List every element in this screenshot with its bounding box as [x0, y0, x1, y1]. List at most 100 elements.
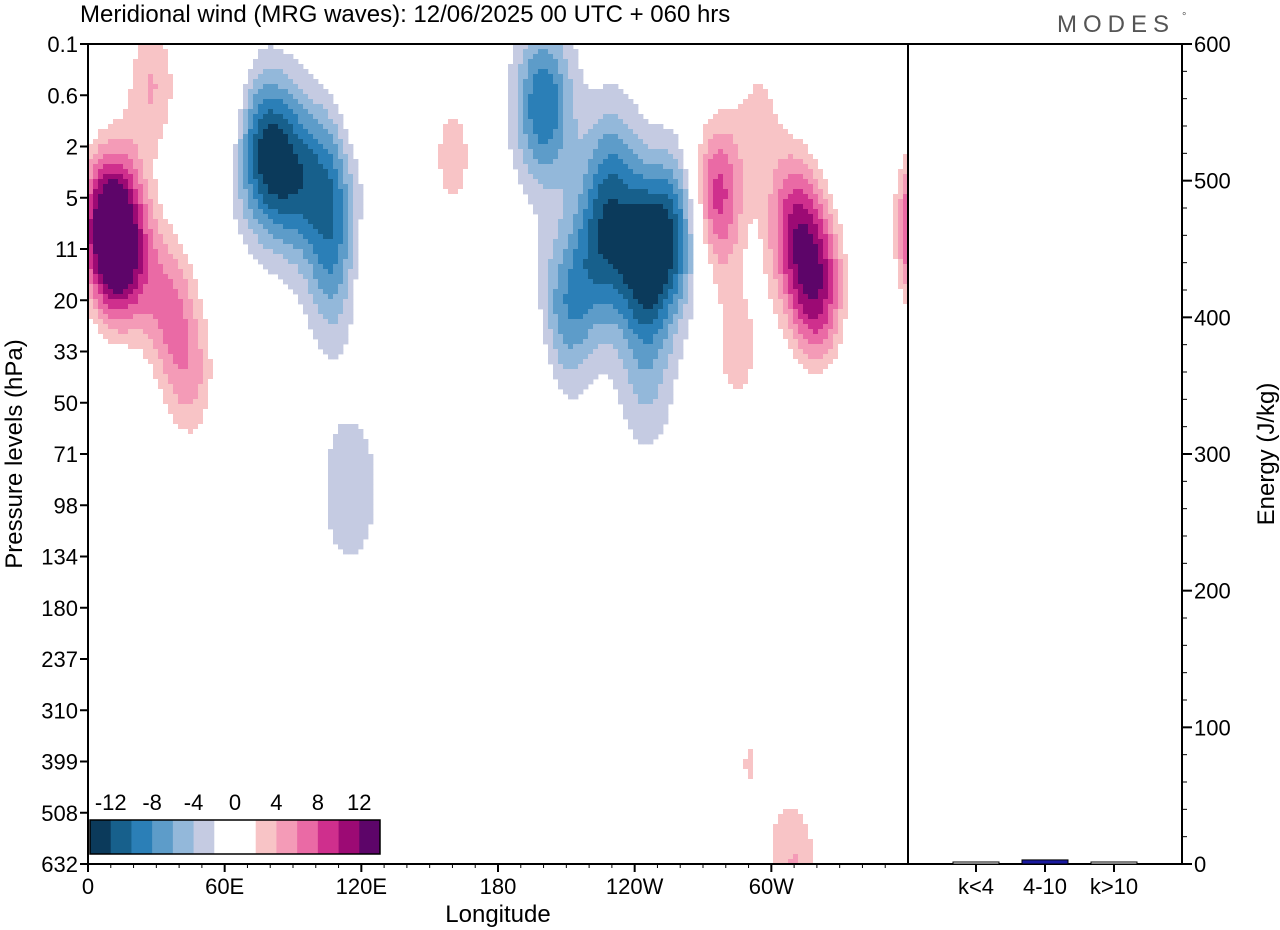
heatmap-cell	[648, 184, 654, 190]
heatmap-cell	[133, 284, 139, 290]
heatmap-cell	[578, 174, 584, 180]
heatmap-cell	[783, 94, 789, 100]
heatmap-cell	[273, 189, 279, 195]
heatmap-cell	[903, 284, 908, 290]
heatmap-cell	[168, 274, 174, 280]
heatmap-cell	[103, 194, 109, 200]
heatmap-cell	[783, 229, 789, 235]
heatmap-cell	[138, 179, 144, 185]
heatmap-cell	[163, 229, 169, 235]
heatmap-cell	[593, 194, 599, 200]
heatmap-cell	[293, 154, 299, 160]
heatmap-cell	[318, 169, 324, 175]
heatmap-cell	[713, 94, 719, 100]
heatmap-cell	[748, 284, 754, 290]
heatmap-cell	[733, 219, 739, 225]
heatmap-cell	[88, 194, 94, 200]
heatmap-cell	[593, 104, 599, 110]
heatmap-cell	[178, 64, 184, 70]
heatmap-cell	[598, 89, 604, 95]
heatmap-cell	[598, 249, 604, 255]
heatmap-cell	[768, 184, 774, 190]
heatmap-cell	[508, 104, 514, 110]
heatmap-cell	[308, 169, 314, 175]
heatmap-cell	[708, 204, 714, 210]
heatmap-cell	[623, 174, 629, 180]
heatmap-cell	[633, 214, 639, 220]
heatmap-cell	[318, 209, 324, 215]
heatmap-cell	[328, 259, 334, 265]
heatmap-cell	[298, 209, 304, 215]
heatmap-cell	[138, 174, 144, 180]
heatmap-cell	[338, 249, 344, 255]
heatmap-cell	[168, 119, 174, 125]
heatmap-cell	[738, 69, 744, 75]
heatmap-cell	[268, 69, 274, 75]
heatmap-cell	[513, 59, 519, 65]
heatmap-cell	[133, 139, 139, 145]
heatmap-cell	[723, 134, 729, 140]
heatmap-cell	[113, 214, 119, 220]
heatmap-cell	[468, 199, 474, 205]
heatmap-cell	[168, 139, 174, 145]
heatmap-cell	[698, 184, 704, 190]
heatmap-cell	[683, 204, 689, 210]
heatmap-cell	[268, 49, 274, 55]
heatmap-cell	[148, 134, 154, 140]
heatmap-cell	[788, 194, 794, 200]
heatmap-cell	[773, 209, 779, 215]
heatmap-cell	[518, 149, 524, 155]
heatmap-cell	[718, 274, 724, 280]
heatmap-cell	[143, 224, 149, 230]
heatmap-cell	[228, 54, 234, 60]
heatmap-cell	[568, 79, 574, 85]
heatmap-cell	[573, 254, 579, 260]
heatmap-cell	[703, 194, 709, 200]
heatmap-cell	[213, 129, 219, 135]
heatmap-cell	[118, 249, 124, 255]
heatmap-cell	[728, 219, 734, 225]
heatmap-cell	[553, 149, 559, 155]
heatmap-cell	[628, 229, 634, 235]
heatmap-cell	[768, 129, 774, 135]
heatmap-cell	[553, 109, 559, 115]
heatmap-cell	[188, 259, 194, 265]
heatmap-cell	[108, 284, 114, 290]
heatmap-cell	[588, 249, 594, 255]
heatmap-cell	[658, 239, 664, 245]
heatmap-cell	[613, 204, 619, 210]
heatmap-cell	[668, 199, 674, 205]
heatmap-cell	[118, 144, 124, 150]
heatmap-cell	[608, 239, 614, 245]
heatmap-cell	[713, 174, 719, 180]
heatmap-cell	[93, 249, 99, 255]
heatmap-cell	[743, 74, 749, 80]
heatmap-cell	[803, 249, 809, 255]
heatmap-cell	[303, 244, 309, 250]
heatmap-cell	[533, 164, 539, 170]
heatmap-cell	[558, 289, 564, 295]
heatmap-cell	[458, 89, 464, 95]
heatmap-cell	[673, 214, 679, 220]
heatmap-cell	[153, 234, 159, 240]
heatmap-cell	[323, 209, 329, 215]
heatmap-cell	[323, 149, 329, 155]
heatmap-cell	[538, 84, 544, 90]
heatmap-cell	[118, 284, 124, 290]
heatmap-cell	[303, 284, 309, 290]
heatmap-cell	[208, 74, 214, 80]
heatmap-cell	[98, 214, 104, 220]
heatmap-cell	[288, 79, 294, 85]
heatmap-cell	[338, 279, 344, 285]
heatmap-cell	[323, 119, 329, 125]
heatmap-cell	[348, 289, 354, 295]
heatmap-cell	[563, 129, 569, 135]
heatmap-cell	[93, 274, 99, 280]
heatmap-cell	[773, 159, 779, 165]
heatmap-cell	[823, 279, 829, 285]
heatmap-cell	[763, 49, 769, 55]
heatmap-cell	[113, 89, 119, 95]
heatmap-cell	[633, 274, 639, 280]
heatmap-cell	[613, 104, 619, 110]
heatmap-cell	[208, 129, 214, 135]
